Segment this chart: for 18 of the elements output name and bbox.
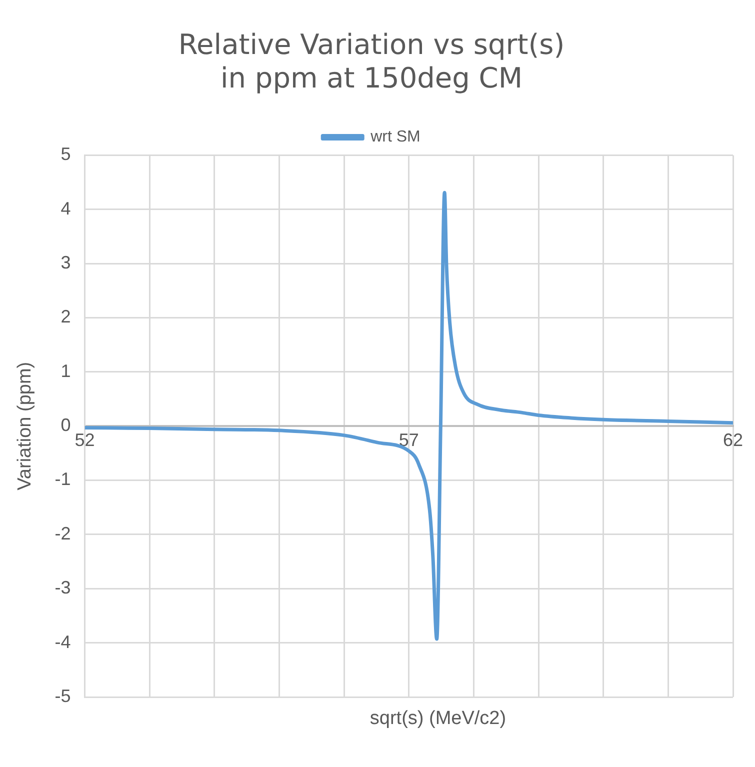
y-tick-label: -1: [54, 469, 71, 490]
y-tick-label: -2: [54, 523, 71, 544]
x-axis-title: sqrt(s) (MeV/c2): [368, 708, 508, 730]
y-tick-label: -5: [54, 686, 71, 706]
y-tick-label: 4: [60, 198, 71, 218]
y-tick-label: 2: [60, 306, 71, 327]
x-tick-label: 62: [722, 430, 744, 450]
x-tick-label: 57: [398, 430, 419, 450]
y-tick-label: 3: [60, 252, 71, 273]
y-tick-label: 0: [60, 415, 71, 436]
x-tick-label: 52: [74, 430, 95, 450]
y-tick-label: 5: [60, 144, 71, 164]
legend-label: wrt SM: [370, 128, 420, 146]
y-tick-label: -4: [54, 632, 71, 652]
y-tick-label: 1: [60, 360, 71, 381]
y-axis-title: Variation (ppm): [14, 362, 36, 490]
chart-title: Relative Variation vs sqrt(s) in ppm at 150deg CM: [178, 28, 565, 95]
y-tick-label: -3: [54, 578, 71, 598]
